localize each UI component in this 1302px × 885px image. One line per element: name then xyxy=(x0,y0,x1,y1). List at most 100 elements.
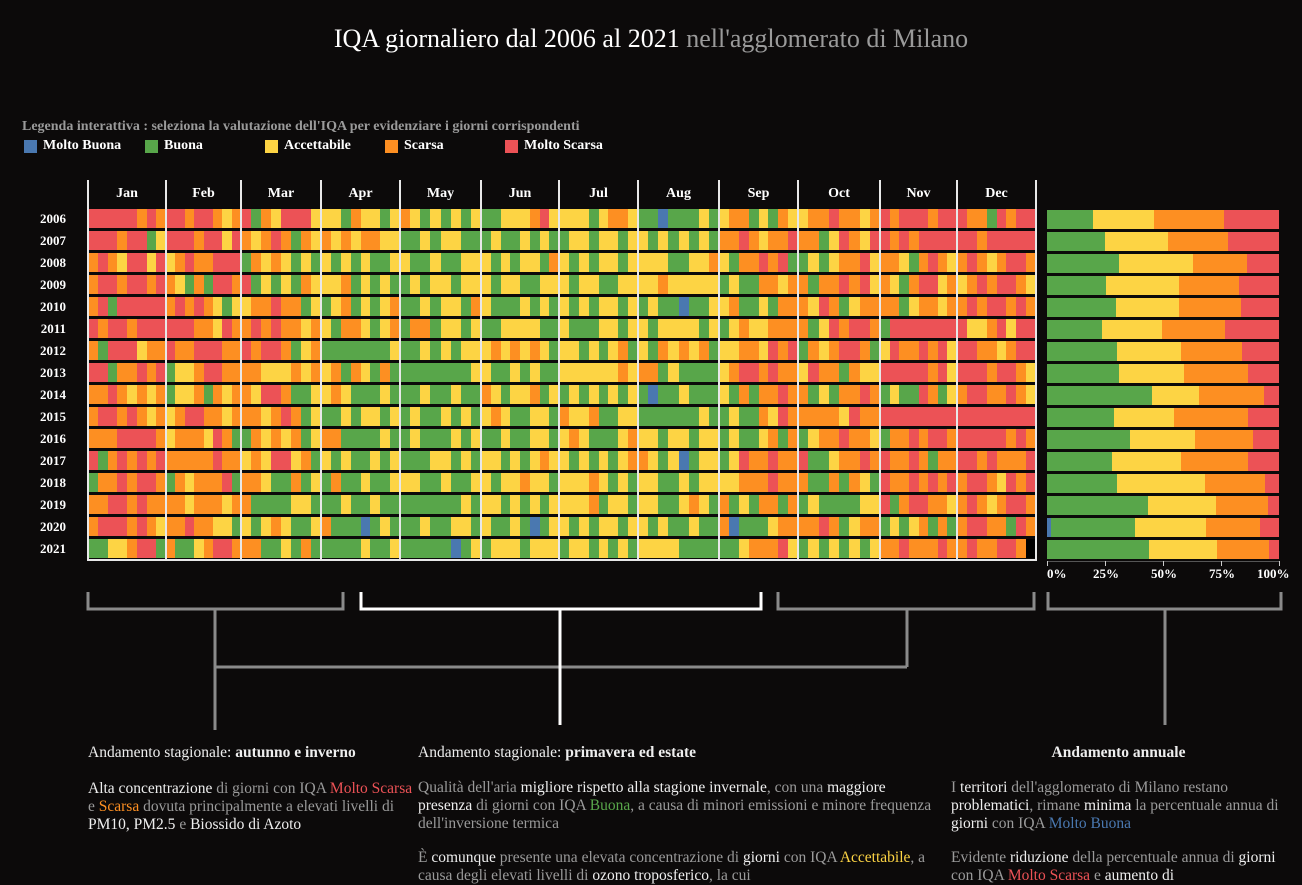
heatmap-day-cell[interactable] xyxy=(370,451,381,470)
heatmap-day-cell[interactable] xyxy=(136,473,147,492)
heatmap-day-cell[interactable] xyxy=(1026,473,1036,492)
heatmap-day-cell[interactable] xyxy=(788,495,798,514)
heatmap-day-cell[interactable] xyxy=(241,451,251,470)
heatmap-day-cell[interactable] xyxy=(127,451,137,470)
heatmap-day-cell[interactable] xyxy=(500,253,511,272)
heatmap-day-cell[interactable] xyxy=(156,495,166,514)
heatmap-day-cell[interactable] xyxy=(628,539,638,558)
heatmap-day-cell[interactable] xyxy=(107,473,118,492)
heatmap-day-cell[interactable] xyxy=(136,539,147,558)
heatmap-day-cell[interactable] xyxy=(668,209,679,228)
heatmap-day-cell[interactable] xyxy=(708,341,719,360)
heatmap-day-cell[interactable] xyxy=(1016,429,1027,448)
heatmap-day-cell[interactable] xyxy=(778,253,789,272)
heatmap-day-cell[interactable] xyxy=(127,253,137,272)
heatmap-day-cell[interactable] xyxy=(588,385,599,404)
heatmap-day-cell[interactable] xyxy=(608,341,619,360)
heatmap-day-cell[interactable] xyxy=(136,407,147,426)
heatmap-day-cell[interactable] xyxy=(708,451,719,470)
heatmap-day-cell[interactable] xyxy=(311,363,321,382)
heatmap-day-cell[interactable] xyxy=(281,473,291,492)
heatmap-day-cell[interactable] xyxy=(578,451,589,470)
heatmap-day-cell[interactable] xyxy=(598,297,609,316)
heatmap-day-cell[interactable] xyxy=(928,231,938,250)
heatmap-day-cell[interactable] xyxy=(758,451,769,470)
heatmap-day-cell[interactable] xyxy=(996,275,1007,294)
heatmap-day-cell[interactable] xyxy=(440,297,451,316)
heatmap-day-cell[interactable] xyxy=(330,231,341,250)
heatmap-day-cell[interactable] xyxy=(889,429,900,448)
heatmap-day-cell[interactable] xyxy=(481,495,491,514)
heatmap-day-cell[interactable] xyxy=(976,495,987,514)
heatmap-day-cell[interactable] xyxy=(738,517,749,536)
heatmap-day-cell[interactable] xyxy=(520,297,530,316)
heatmap-day-cell[interactable] xyxy=(719,517,729,536)
heatmap-day-cell[interactable] xyxy=(470,297,481,316)
heatmap-day-cell[interactable] xyxy=(321,363,331,382)
heatmap-day-cell[interactable] xyxy=(768,275,779,294)
heatmap-day-cell[interactable] xyxy=(928,297,938,316)
heatmap-day-cell[interactable] xyxy=(370,385,381,404)
heatmap-day-cell[interactable] xyxy=(166,209,176,228)
heatmap-day-cell[interactable] xyxy=(839,429,850,448)
heatmap-day-cell[interactable] xyxy=(301,429,311,448)
heatmap-day-cell[interactable] xyxy=(390,253,400,272)
heatmap-day-cell[interactable] xyxy=(370,407,381,426)
heatmap-day-cell[interactable] xyxy=(440,209,451,228)
heatmap-day-cell[interactable] xyxy=(849,231,860,250)
heatmap-day-cell[interactable] xyxy=(88,451,98,470)
heatmap-day-cell[interactable] xyxy=(698,451,709,470)
heatmap-day-cell[interactable] xyxy=(908,385,919,404)
heatmap-day-cell[interactable] xyxy=(758,429,769,448)
heatmap-day-cell[interactable] xyxy=(788,209,798,228)
heatmap-day-cell[interactable] xyxy=(986,231,997,250)
heatmap-day-cell[interactable] xyxy=(291,319,301,338)
heatmap-day-cell[interactable] xyxy=(350,209,361,228)
heatmap-day-cell[interactable] xyxy=(321,407,331,426)
heatmap-day-cell[interactable] xyxy=(768,407,779,426)
heatmap-day-cell[interactable] xyxy=(1006,539,1017,558)
heatmap-day-cell[interactable] xyxy=(481,253,491,272)
heatmap-day-cell[interactable] xyxy=(360,275,371,294)
heatmap-day-cell[interactable] xyxy=(839,231,850,250)
heatmap-day-cell[interactable] xyxy=(481,407,491,426)
heatmap-day-cell[interactable] xyxy=(470,209,481,228)
annual-bar-segment[interactable] xyxy=(1106,276,1180,295)
heatmap-day-cell[interactable] xyxy=(986,495,997,514)
heatmap-day-cell[interactable] xyxy=(549,407,559,426)
heatmap-day-cell[interactable] xyxy=(166,363,176,382)
heatmap-day-cell[interactable] xyxy=(559,473,569,492)
heatmap-day-cell[interactable] xyxy=(241,319,251,338)
heatmap-day-cell[interactable] xyxy=(947,231,957,250)
heatmap-day-cell[interactable] xyxy=(490,517,501,536)
heatmap-day-cell[interactable] xyxy=(758,231,769,250)
heatmap-day-cell[interactable] xyxy=(156,363,166,382)
heatmap-day-cell[interactable] xyxy=(410,451,421,470)
heatmap-day-cell[interactable] xyxy=(818,495,829,514)
heatmap-day-cell[interactable] xyxy=(203,407,213,426)
annual-bar-segment[interactable] xyxy=(1092,210,1155,229)
heatmap-day-cell[interactable] xyxy=(618,473,629,492)
annual-bar-segment[interactable] xyxy=(1247,408,1279,427)
heatmap-day-cell[interactable] xyxy=(719,319,729,338)
heatmap-day-cell[interactable] xyxy=(510,429,520,448)
heatmap-day-cell[interactable] xyxy=(440,407,451,426)
heatmap-day-cell[interactable] xyxy=(698,297,709,316)
heatmap-day-cell[interactable] xyxy=(222,253,232,272)
heatmap-day-cell[interactable] xyxy=(291,517,301,536)
heatmap-day-cell[interactable] xyxy=(281,297,291,316)
heatmap-day-cell[interactable] xyxy=(380,253,391,272)
heatmap-day-cell[interactable] xyxy=(301,495,311,514)
heatmap-day-cell[interactable] xyxy=(908,473,919,492)
heatmap-day-cell[interactable] xyxy=(568,363,579,382)
heatmap-day-cell[interactable] xyxy=(529,297,540,316)
heatmap-day-cell[interactable] xyxy=(828,407,839,426)
heatmap-day-cell[interactable] xyxy=(222,539,232,558)
heatmap-day-cell[interactable] xyxy=(880,429,890,448)
annual-bar-segment[interactable] xyxy=(1217,540,1270,559)
heatmap-day-cell[interactable] xyxy=(957,451,967,470)
heatmap-day-cell[interactable] xyxy=(947,209,957,228)
heatmap-day-cell[interactable] xyxy=(678,473,689,492)
heatmap-day-cell[interactable] xyxy=(638,253,649,272)
heatmap-day-cell[interactable] xyxy=(859,297,870,316)
